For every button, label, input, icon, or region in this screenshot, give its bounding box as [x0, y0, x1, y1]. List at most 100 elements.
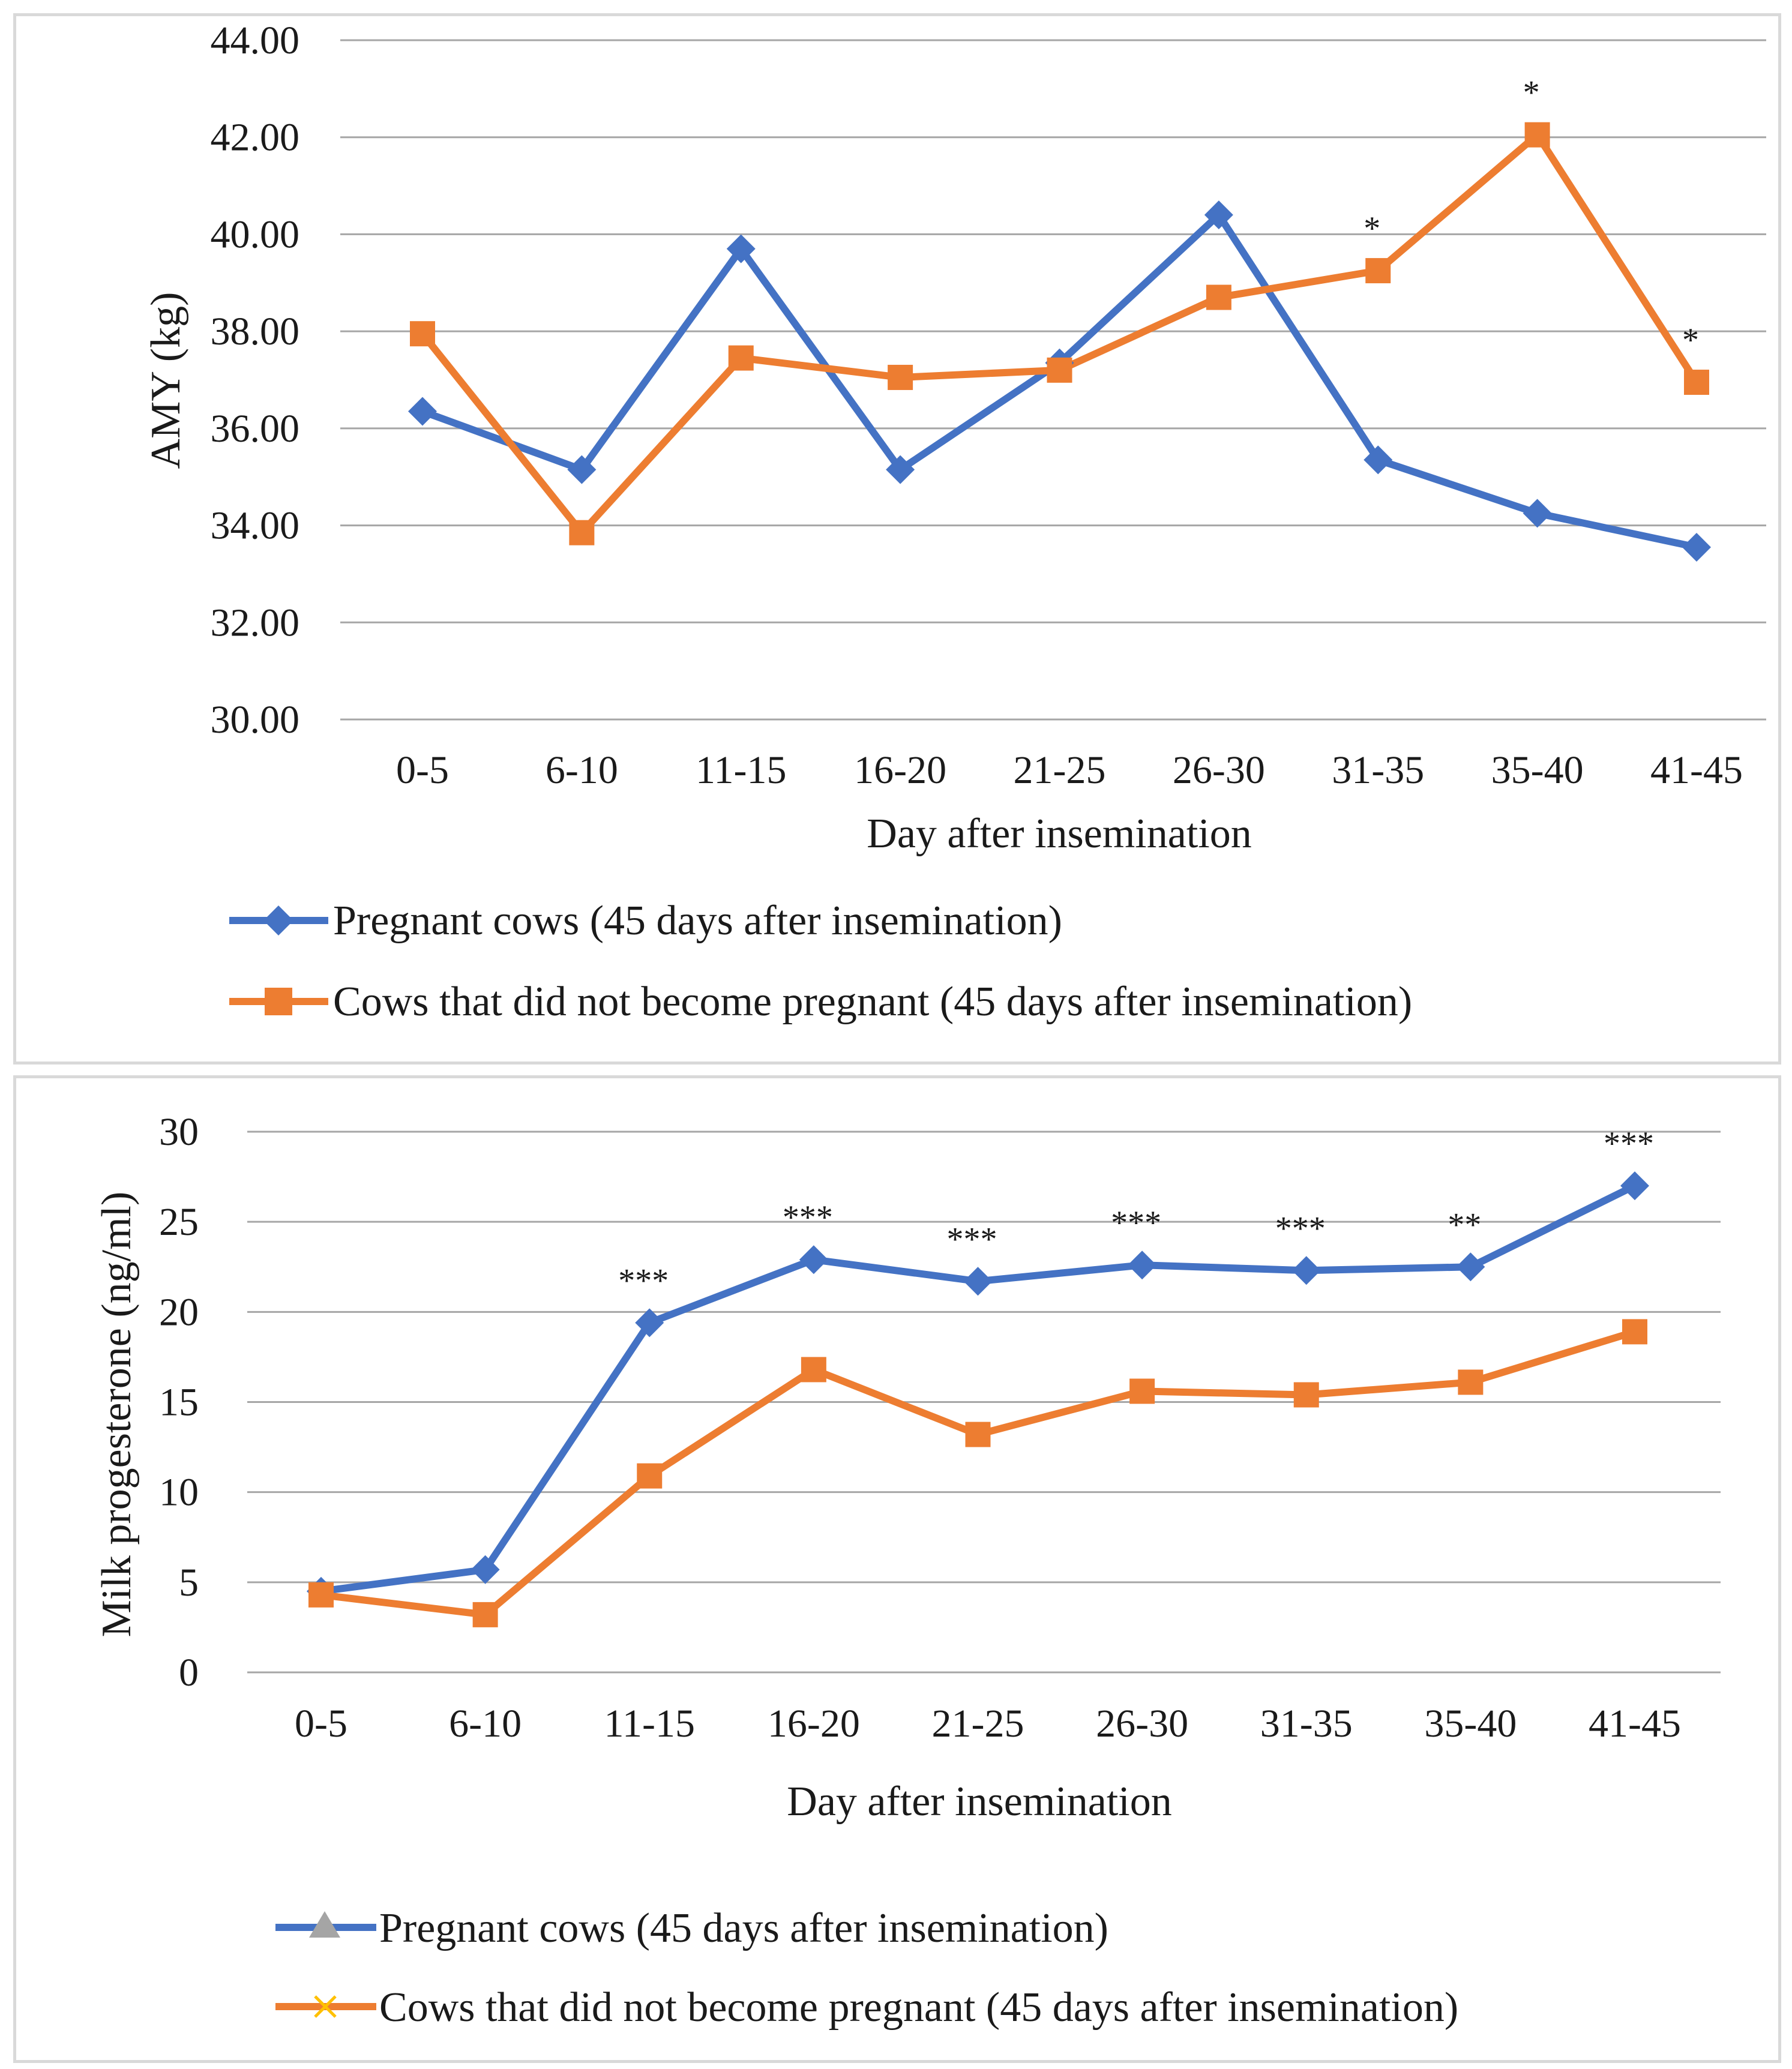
amy-chart: 30.00 32.00 34.00 36.00 38.00 40.00 42.00 44.00…	[143, 19, 1766, 1025]
x-axis-title: Day after insemination	[787, 1779, 1171, 1825]
x-tick-label: 41-45	[1589, 1702, 1681, 1746]
x-tick-label: 16-20	[854, 748, 946, 792]
x-tick-label: 11-15	[696, 748, 787, 792]
data-point-square	[965, 1422, 991, 1447]
legend-item-not-pregnant: Cows that did not become pregnant (45 da…	[275, 1984, 1458, 2031]
y-tick-label: 38.00	[211, 310, 300, 353]
significance-annotation: *	[1523, 74, 1540, 112]
legend-item-pregnant: Pregnant cows (45 days after inseminatio…	[275, 1905, 1108, 1951]
data-point-square	[410, 321, 435, 347]
significance-annotation: *	[1682, 322, 1699, 359]
data-point-square	[1622, 1319, 1647, 1345]
data-point-diamond	[799, 1245, 828, 1275]
data-point-square	[1365, 258, 1391, 284]
y-tick-label: 0	[179, 1651, 199, 1695]
x-tick-label: 0-5	[295, 1702, 347, 1746]
y-tick-label: 36.00	[211, 407, 300, 451]
significance-annotation: **	[1448, 1206, 1481, 1243]
x-tick-label: 35-40	[1424, 1702, 1517, 1746]
data-point-square	[472, 1602, 498, 1627]
data-point-diamond	[1523, 499, 1552, 528]
data-point-diamond	[1456, 1252, 1485, 1282]
y-tick-label: 30.00	[211, 698, 300, 742]
legend: Pregnant cows (45 days after inseminatio…	[229, 898, 1412, 1025]
legend-label-pregnant: Pregnant cows (45 days after inseminatio…	[379, 1905, 1108, 1951]
y-tick-label: 10	[159, 1471, 199, 1515]
data-point-square	[728, 345, 754, 371]
x-tick-label: 41-45	[1650, 748, 1743, 792]
series-line-1	[320, 1328, 1636, 1618]
y-tick-label: 15	[159, 1381, 199, 1425]
x-tick-label: 35-40	[1491, 748, 1584, 792]
data-point-diamond	[1364, 445, 1393, 475]
data-point-diamond	[1128, 1251, 1157, 1280]
data-point-square	[637, 1463, 663, 1489]
significance-annotation: ***	[947, 1221, 997, 1258]
x-tick-label: 6-10	[546, 748, 618, 792]
significance-annotation: ***	[1111, 1204, 1161, 1242]
y-tick-label: 5	[179, 1561, 199, 1605]
legend-square-marker	[265, 988, 292, 1015]
data-point-diamond	[1620, 1171, 1649, 1201]
data-point-diamond	[1204, 200, 1233, 230]
significance-annotation: *	[1364, 210, 1380, 247]
x-tick-label: 21-25	[1014, 748, 1106, 792]
x-tick-label: 6-10	[449, 1702, 522, 1746]
legend-diamond-marker	[263, 905, 293, 935]
data-point-square	[888, 364, 913, 390]
x-tick-label: 31-35	[1332, 748, 1424, 792]
legend-label-pregnant: Pregnant cows (45 days after inseminatio…	[333, 898, 1062, 944]
data-point-diamond	[408, 397, 437, 426]
data-point-square	[801, 1357, 826, 1383]
data-point-square	[1458, 1369, 1484, 1395]
data-point-diamond	[726, 234, 756, 263]
data-point-square	[1293, 1382, 1319, 1408]
significance-annotation: ***	[618, 1262, 669, 1299]
x-tick-label: 0-5	[396, 748, 449, 792]
legend-item-not-pregnant: Cows that did not become pregnant (45 da…	[229, 979, 1412, 1025]
data-point-diamond	[886, 455, 915, 484]
legend-label-not-pregnant: Cows that did not become pregnant (45 da…	[333, 979, 1412, 1025]
x-tick-label: 31-35	[1260, 1702, 1353, 1746]
data-point-diamond	[567, 455, 597, 484]
x-tick-label: 26-30	[1173, 748, 1265, 792]
x-tick-label: 26-30	[1096, 1702, 1188, 1746]
y-axis-title: Milk progesterone (ng/ml)	[94, 1192, 140, 1638]
legend-item-pregnant: Pregnant cows (45 days after inseminatio…	[229, 898, 1062, 944]
data-point-diamond	[963, 1267, 993, 1296]
y-tick-label: 34.00	[211, 504, 300, 548]
amy-chart-panel: 30.00 32.00 34.00 36.00 38.00 40.00 42.00 44.00…	[13, 13, 1781, 1065]
series-line-1	[419, 131, 1700, 536]
legend-x-marker	[314, 1995, 337, 2018]
data-point-square	[308, 1582, 334, 1608]
significance-annotation: ***	[1275, 1210, 1326, 1247]
legend-label-not-pregnant: Cows that did not become pregnant (45 da…	[379, 1984, 1458, 2031]
y-tick-label: 40.00	[211, 212, 300, 256]
legend-triangle-marker	[309, 1911, 340, 1938]
data-point-diamond	[471, 1555, 500, 1584]
data-point-diamond	[1682, 532, 1711, 562]
x-tick-label: 11-15	[604, 1702, 695, 1746]
significance-annotation: ***	[783, 1199, 833, 1236]
y-tick-label: 30	[159, 1110, 199, 1154]
legend: Pregnant cows (45 days after inseminatio…	[275, 1905, 1458, 2031]
data-point-square	[569, 520, 595, 545]
data-point-square	[1047, 357, 1072, 383]
data-point-square	[1206, 284, 1231, 310]
y-axis-title: AMY (kg)	[143, 292, 189, 469]
x-axis-title: Day after insemination	[867, 811, 1251, 857]
y-tick-label: 20	[159, 1290, 199, 1334]
data-point-diamond	[1291, 1256, 1321, 1285]
progesterone-chart-panel: 0 5 10 15 20 25 30 0-5 6-10 11-15 16-20 21-25 26-30…	[13, 1075, 1781, 2063]
significance-annotation: ***	[1604, 1125, 1654, 1162]
y-tick-label: 44.00	[211, 19, 300, 62]
progesterone-chart: 0 5 10 15 20 25 30 0-5 6-10 11-15 16-20 21-25 26-30…	[94, 1110, 1721, 2031]
data-point-square	[1129, 1378, 1155, 1404]
data-point-diamond	[635, 1308, 664, 1338]
x-tick-label: 16-20	[768, 1702, 860, 1746]
data-point-square	[1524, 122, 1550, 148]
y-tick-label: 42.00	[211, 116, 300, 160]
x-tick-label: 21-25	[932, 1702, 1024, 1746]
data-point-square	[1684, 370, 1709, 395]
y-tick-label: 25	[159, 1200, 199, 1244]
